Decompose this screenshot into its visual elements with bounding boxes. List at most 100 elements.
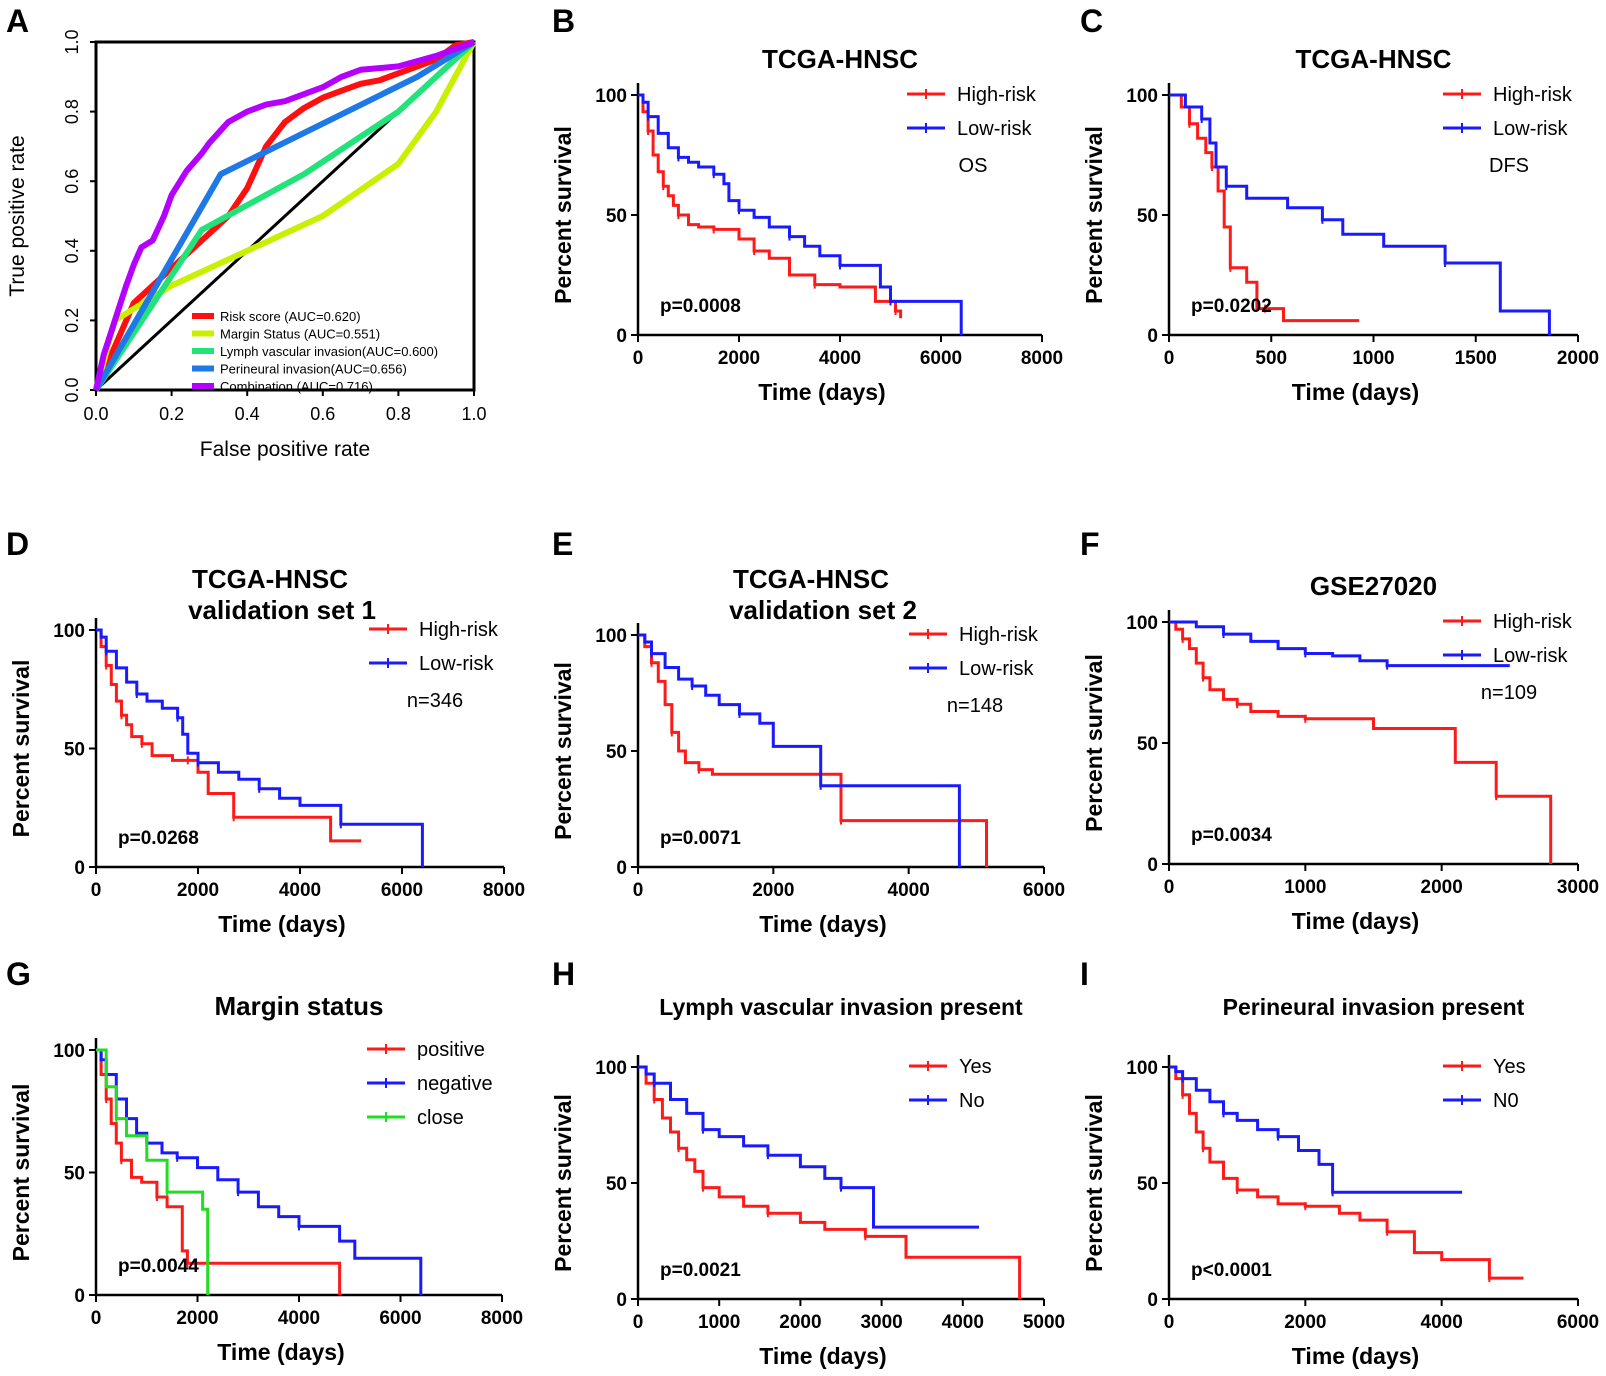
panel-letter-a: A [6, 3, 29, 39]
annotation-note: n=346 [407, 690, 463, 712]
x-tick-label: 0 [1164, 877, 1175, 898]
x-axis-label: False positive rate [200, 438, 370, 461]
p-value-label: p=0.0034 [1191, 825, 1272, 846]
annotation-note: n=109 [1481, 682, 1537, 704]
y-tick-label: 50 [606, 742, 627, 763]
y-axis-label: Percent survival [550, 662, 576, 840]
legend-label: Combination (AUC=0.716) [220, 379, 373, 394]
y-tick-label: 0.8 [62, 99, 82, 124]
x-tick-label: 4000 [819, 348, 861, 369]
p-value-label: p=0.0008 [660, 296, 741, 317]
legend-label: Perineural invasion(AUC=0.656) [220, 362, 407, 377]
p-value-label: p=0.0021 [660, 1260, 741, 1281]
panel-letter-d: D [6, 526, 29, 562]
x-tick-label: 0 [633, 348, 644, 369]
y-tick-label: 50 [1137, 206, 1158, 227]
p-value-label: p=0.0044 [118, 1256, 199, 1277]
legend-label: High-risk [1493, 84, 1573, 106]
x-axis-label: Time (days) [758, 379, 885, 405]
km-series-0-curve [96, 628, 362, 843]
roc-series-4-line [93, 39, 476, 391]
y-axis-label: Percent survival [8, 1084, 34, 1262]
chart-title: validation set 2 [729, 595, 917, 625]
x-tick-label: 4000 [278, 1308, 320, 1329]
km-series-0-curve [638, 93, 903, 319]
p-value-label: p=0.0268 [118, 828, 199, 849]
x-tick-label: 0.4 [235, 404, 260, 424]
x-tick-label: 0 [1164, 1312, 1175, 1333]
x-tick-label: 0 [91, 880, 102, 901]
km-series-0-curve [1169, 620, 1553, 864]
x-tick-label: 4000 [888, 880, 930, 901]
annotation-note: OS [959, 155, 988, 177]
y-tick-label: 50 [606, 1174, 627, 1195]
legend-label: negative [417, 1073, 493, 1095]
y-axis-label: True positive rate [6, 135, 29, 296]
y-tick-label: 0 [1147, 855, 1158, 876]
km-series-1-curve [1169, 1065, 1463, 1194]
panel-d-km: 0 2000 4000 6000 8000 0 50 100 Time (days) Percen… [8, 564, 525, 937]
x-tick-label: 1.0 [461, 404, 486, 424]
km-series-1-curve [1169, 93, 1551, 335]
x-tick-label: 500 [1255, 348, 1287, 369]
x-tick-label: 2000 [1557, 348, 1599, 369]
y-axis-label: Percent survival [1081, 654, 1107, 832]
y-tick-label: 0.0 [62, 377, 82, 402]
km-series-1-curve [96, 628, 424, 867]
panel-a-roc: 0.0 0.2 0.4 0.6 0.8 1.0 0.0 0.2 0.4 0.6 0.8 1.0 Fals… [6, 29, 487, 461]
legend-label: Lymph vascular invasion(AUC=0.600) [220, 344, 438, 359]
x-tick-label: 6000 [381, 880, 423, 901]
y-tick-label: 0 [74, 1286, 85, 1307]
x-tick-label: 5000 [1023, 1312, 1065, 1333]
y-tick-label: 50 [64, 740, 85, 761]
y-tick-label: 0 [1147, 1290, 1158, 1311]
chart-title: TCGA-HNSC [1296, 44, 1452, 74]
y-axis-label: Percent survival [8, 660, 34, 838]
x-tick-label: 0.0 [83, 404, 108, 424]
panel-letter-i: I [1080, 956, 1089, 992]
legend-label: Risk score (AUC=0.620) [220, 309, 361, 324]
x-tick-label: 2000 [752, 880, 794, 901]
p-value-label: p=0.0071 [660, 828, 741, 849]
panel-letter-e: E [552, 526, 573, 562]
roc-frame [94, 40, 476, 392]
x-tick-label: 2000 [718, 348, 760, 369]
legend-label: Yes [1493, 1056, 1526, 1078]
x-tick-label: 1000 [698, 1312, 740, 1333]
x-axis-label: Time (days) [218, 911, 345, 937]
y-axis-label: Percent survival [1081, 1094, 1107, 1272]
legend-label: Low-risk [957, 118, 1032, 140]
chart-title: TCGA-HNSC [192, 564, 348, 594]
panel-letter-h: H [552, 956, 575, 992]
annotation-note: DFS [1489, 155, 1529, 177]
legend-label: Low-risk [959, 658, 1034, 680]
legend-label: High-risk [419, 619, 499, 641]
y-tick-label: 0 [74, 858, 85, 879]
legend-label: close [417, 1107, 464, 1129]
y-axis-label: Percent survival [550, 126, 576, 304]
x-tick-label: 4000 [942, 1312, 984, 1333]
panel-b-km: 0 2000 4000 6000 8000 0 50 100 Time (days) Percen… [550, 44, 1063, 405]
x-tick-label: 0 [633, 880, 644, 901]
panel-letter-b: B [552, 3, 575, 39]
x-tick-label: 0.8 [386, 404, 411, 424]
legend-label: Yes [959, 1056, 992, 1078]
y-axis-label: Percent survival [1081, 126, 1107, 304]
y-tick-label: 0.4 [62, 238, 82, 263]
x-axis-label: Time (days) [217, 1339, 344, 1365]
km-series-1-curve [638, 93, 963, 335]
x-tick-label: 1000 [1352, 348, 1394, 369]
chart-title: Perineural invasion present [1223, 994, 1525, 1020]
x-tick-label: 0 [633, 1312, 644, 1333]
y-tick-label: 100 [53, 1041, 85, 1062]
x-tick-label: 0.2 [159, 404, 184, 424]
x-tick-label: 8000 [483, 880, 525, 901]
x-tick-label: 0.6 [310, 404, 335, 424]
km-series-1-curve [1169, 620, 1510, 668]
km-series-0-curve [1169, 93, 1360, 323]
y-tick-label: 0.6 [62, 169, 82, 194]
panel-letter-g: G [6, 956, 31, 992]
y-tick-label: 100 [1126, 613, 1158, 634]
chart-title: Margin status [214, 991, 383, 1021]
y-tick-label: 0 [1147, 326, 1158, 347]
